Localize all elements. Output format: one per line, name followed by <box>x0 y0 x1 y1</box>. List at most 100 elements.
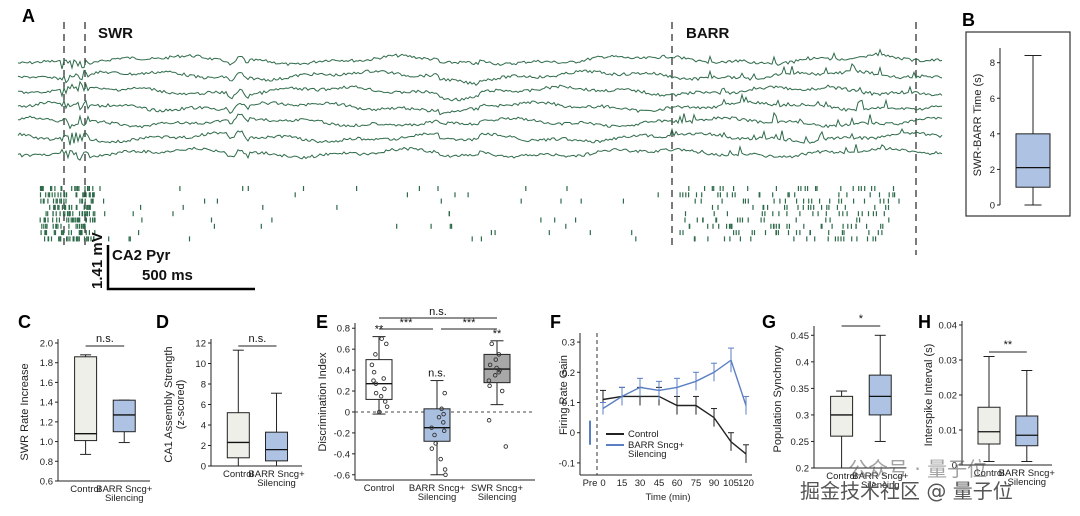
e-data-point <box>499 388 505 394</box>
e-data-point <box>382 399 388 404</box>
d-y-tick-label: 6 <box>201 400 206 411</box>
g-y-tick-label: 0.45 <box>791 331 810 342</box>
panel-label-e: E <box>316 312 328 332</box>
d-y-tick-label: 10 <box>195 359 206 370</box>
g-cat0-box <box>830 395 854 437</box>
c-x-label-0: Control <box>70 484 101 495</box>
lfp-trace <box>17 111 943 130</box>
watermark-text-2: 掘金技术社区 @ 量子位 <box>800 479 1013 503</box>
f-y-axis-label: Firing Rate Gain <box>558 355 570 435</box>
c-y-tick-label: 0.6 <box>40 477 53 488</box>
e-y-tick-label: -0.2 <box>334 428 350 439</box>
e-data-point <box>442 390 447 396</box>
e-x-label-0: Control <box>364 483 395 494</box>
f-x-tick-label: 105 <box>723 478 739 489</box>
e-star-1: n.s. <box>428 368 446 380</box>
h-sig-label: ** <box>1004 339 1013 351</box>
panel-label-f: F <box>550 312 561 332</box>
e-data-point <box>438 456 443 462</box>
c-y-tick-label: 1.4 <box>40 398 53 409</box>
e-y-tick-label: 0 <box>345 407 350 418</box>
g-y-tick-label: 0.3 <box>796 410 809 421</box>
panel-label-h: H <box>918 312 931 332</box>
barr-label: BARR <box>686 25 729 42</box>
e-data-point <box>486 418 492 423</box>
c-y-tick-label: 0.8 <box>40 457 53 468</box>
h-cat0-box <box>977 406 1001 445</box>
e-cat1-box <box>423 408 451 442</box>
e-data-point <box>496 352 502 357</box>
c-y-tick-label: 1.8 <box>40 358 53 369</box>
scale-bar <box>106 245 255 291</box>
f-x-tick-label: 15 <box>617 478 628 489</box>
e-data-point <box>503 444 509 449</box>
swr-label: SWR <box>98 25 133 42</box>
e-data-point <box>432 432 437 438</box>
h-y-tick-label: 0.01 <box>939 426 958 437</box>
e-data-point <box>436 414 442 420</box>
panel-label-c: C <box>18 312 31 332</box>
b-y-tick-label: 8 <box>990 58 995 69</box>
e-data-point <box>442 467 448 472</box>
g-y-tick-label: 0.4 <box>796 357 809 368</box>
e-star-2: ** <box>493 328 502 340</box>
e-data-point <box>443 472 448 478</box>
e-x-label-1-line1: Silencing <box>418 492 457 503</box>
f-x-tick-label: 30 <box>635 478 646 489</box>
f-legend-label-1: BARR Sncg+ <box>628 440 685 451</box>
e-data-point <box>384 341 389 347</box>
h-y-tick-label: 0.04 <box>939 321 958 332</box>
panel-b-swr-barr-time: B 0 2 4 6 8 SWR-BARR Time (s) <box>962 10 1071 217</box>
g-y-axis-label: Population Synchrony <box>772 345 784 453</box>
c-cat0-box <box>74 356 98 442</box>
f-x-tick-label: 90 <box>709 478 720 489</box>
d-y-tick-label: 2 <box>201 441 206 452</box>
d-y-tick-label: 12 <box>195 339 206 350</box>
b-y-tick-label: 4 <box>990 129 995 140</box>
b-swr-barr-box <box>1015 133 1051 188</box>
e-y-tick-label: -0.6 <box>334 470 350 481</box>
e-x-label-1: BARR Sncg+ <box>409 483 466 494</box>
e-data-point <box>381 376 386 381</box>
e-data-point <box>379 336 384 341</box>
e-y-axis-label: Discrimination Index <box>317 352 329 452</box>
e-data-point <box>429 425 434 430</box>
d-cat0-box <box>226 412 250 459</box>
f-x-tick-label: 75 <box>691 478 702 489</box>
watermark-text: 公众号 · 量子位 <box>848 457 987 481</box>
f-y-tick-label: 0 <box>570 428 575 439</box>
h-x-label-1-line1: Silencing <box>1008 477 1047 488</box>
f-y-tick-label: 0.3 <box>562 338 575 349</box>
e-data-point <box>371 378 376 383</box>
c-y-tick-label: 1.0 <box>40 437 53 448</box>
panel-e-discrimination-index: E -0.6 -0.4 -0.2 0 0.2 0.4 0.6 0.8 ** n.s. ** Contro… <box>316 306 535 503</box>
f-x-axis-label: Time (min) <box>645 492 690 503</box>
e-data-point <box>487 383 492 389</box>
e-y-tick-label: 0.6 <box>337 345 350 356</box>
f-y-tick-label: 0.1 <box>562 398 575 409</box>
f-x-tick-label: 120 <box>738 478 754 489</box>
e-data-point <box>441 428 447 434</box>
e-star-0: ** <box>375 324 384 336</box>
g-y-tick-label: 0.25 <box>791 437 810 448</box>
e-x-label-2: SWR Sncg+ <box>471 483 523 494</box>
panel-label-a: A <box>22 6 35 26</box>
g-y-tick-label: 0.35 <box>791 384 810 395</box>
c-x-label-1: BARR Sncg+ <box>96 484 153 495</box>
e-data-point <box>371 369 377 375</box>
e-data-point <box>497 367 502 373</box>
e-data-point <box>382 386 387 392</box>
g-y-tick-label: 0.2 <box>796 464 809 475</box>
g-x-label-1-line1: Silencing <box>861 480 900 491</box>
b-y-tick-label: 0 <box>990 201 995 212</box>
e-data-point <box>373 390 379 396</box>
f-series-1-line <box>602 359 747 410</box>
c-y-tick-label: 2.0 <box>40 339 53 350</box>
lfp-trace <box>17 48 943 70</box>
g-x-label-1: BARR Sncg+ <box>852 471 909 482</box>
